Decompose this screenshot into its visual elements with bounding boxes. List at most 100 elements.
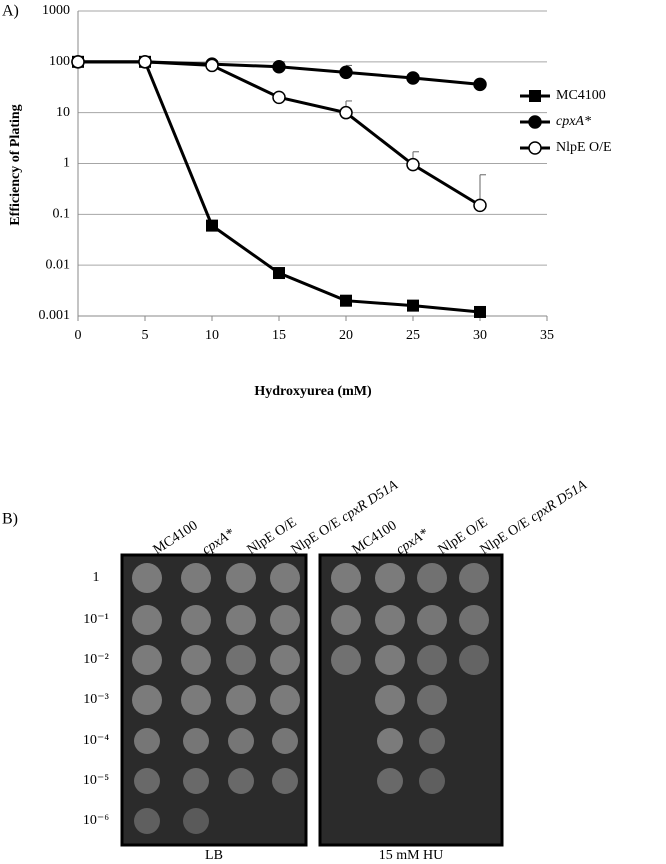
condition-label: LB <box>205 848 223 863</box>
strain-label: MC4100 <box>151 518 201 558</box>
dilution-label: 10⁻⁶ <box>83 813 109 828</box>
spot <box>181 605 211 635</box>
spot <box>375 685 405 715</box>
spot <box>134 768 160 794</box>
legend-label: NlpE O/E <box>556 140 612 155</box>
legend-symbol <box>528 115 542 129</box>
marker <box>273 267 285 280</box>
spot <box>228 768 254 794</box>
x-tick-label: 35 <box>540 328 554 343</box>
legend-marker <box>528 115 542 129</box>
spot <box>181 563 211 593</box>
spot <box>419 768 445 794</box>
spot <box>226 605 256 635</box>
marker <box>407 299 419 312</box>
spot <box>417 685 447 715</box>
panel-label: B) <box>2 511 18 528</box>
spot <box>331 645 361 675</box>
dilution-label: 1 <box>93 570 100 585</box>
spot <box>132 645 162 675</box>
marker <box>473 77 487 92</box>
spot <box>134 728 160 754</box>
legend-symbol <box>529 90 541 102</box>
y-tick-label: 0.001 <box>39 308 71 323</box>
spot <box>417 645 447 675</box>
dilution-label: 10⁻⁴ <box>83 733 109 748</box>
spot <box>377 728 403 754</box>
spot <box>183 808 209 834</box>
x-tick-label: 25 <box>406 328 420 343</box>
strain-label: cpxA* <box>394 526 432 558</box>
spot <box>183 728 209 754</box>
marker <box>339 105 353 120</box>
strain-name: NlpE O/E <box>245 515 300 558</box>
spot <box>375 605 405 635</box>
spot <box>272 768 298 794</box>
strain-label: NlpE O/EcpxR D51A <box>289 478 401 558</box>
strain-label: MC4100 <box>350 518 400 558</box>
spot <box>377 768 403 794</box>
strain-name: MC4100 <box>151 518 201 558</box>
x-tick-label: 20 <box>339 328 353 343</box>
dilution-label: 10⁻³ <box>83 692 109 707</box>
strain-label: NlpE O/E <box>245 515 300 558</box>
panel-label: A) <box>2 3 19 20</box>
y-tick-label: 1000 <box>42 3 70 18</box>
legend-symbol <box>528 141 542 155</box>
legend-label: cpxA* <box>556 114 591 129</box>
x-tick-label: 10 <box>205 328 219 343</box>
spot <box>183 768 209 794</box>
marker <box>272 90 286 105</box>
spot <box>228 728 254 754</box>
plate <box>318 553 504 847</box>
strain-label: cpxA* <box>200 526 238 558</box>
strain-name: cpxA* <box>394 526 432 558</box>
spot <box>270 685 300 715</box>
spot <box>226 645 256 675</box>
x-axis-title: Hydroxyurea (mM) <box>254 384 372 399</box>
spot <box>181 645 211 675</box>
spot <box>375 563 405 593</box>
spot <box>132 685 162 715</box>
dilution-label: 10⁻⁵ <box>83 773 109 788</box>
spot <box>181 685 211 715</box>
spot <box>270 645 300 675</box>
spot <box>132 563 162 593</box>
legend-label: MC4100 <box>556 88 606 103</box>
spot <box>417 563 447 593</box>
spot <box>459 605 489 635</box>
y-tick-label: 10 <box>56 105 70 120</box>
spot <box>226 563 256 593</box>
y-axis-title: Efficiency of Plating <box>8 104 23 225</box>
strain-suffix: cpxR D51A <box>339 478 401 526</box>
strain-name: MC4100 <box>350 518 400 558</box>
marker <box>340 294 352 307</box>
y-tick-label: 1 <box>63 156 70 171</box>
marker <box>406 157 420 172</box>
spot <box>132 605 162 635</box>
spot <box>417 605 447 635</box>
marker <box>272 60 286 74</box>
spot <box>459 563 489 593</box>
spot <box>270 605 300 635</box>
spot <box>270 563 300 593</box>
y-tick-label: 0.01 <box>46 257 71 272</box>
spot <box>226 685 256 715</box>
spot <box>331 605 361 635</box>
y-tick-label: 100 <box>49 54 70 69</box>
strain-name: cpxA* <box>200 526 238 558</box>
dilution-label: 10⁻² <box>83 652 109 667</box>
condition-label: 15 mM HU <box>379 848 444 863</box>
marker <box>339 65 353 80</box>
marker <box>205 58 219 73</box>
x-tick-label: 5 <box>142 328 149 343</box>
marker <box>406 71 420 85</box>
spot <box>272 728 298 754</box>
x-tick-label: 30 <box>473 328 487 343</box>
series-line <box>78 60 481 207</box>
legend-marker <box>529 90 541 102</box>
spot <box>375 645 405 675</box>
spot <box>331 563 361 593</box>
strain-label: NlpE O/EcpxR D51A <box>478 478 590 558</box>
